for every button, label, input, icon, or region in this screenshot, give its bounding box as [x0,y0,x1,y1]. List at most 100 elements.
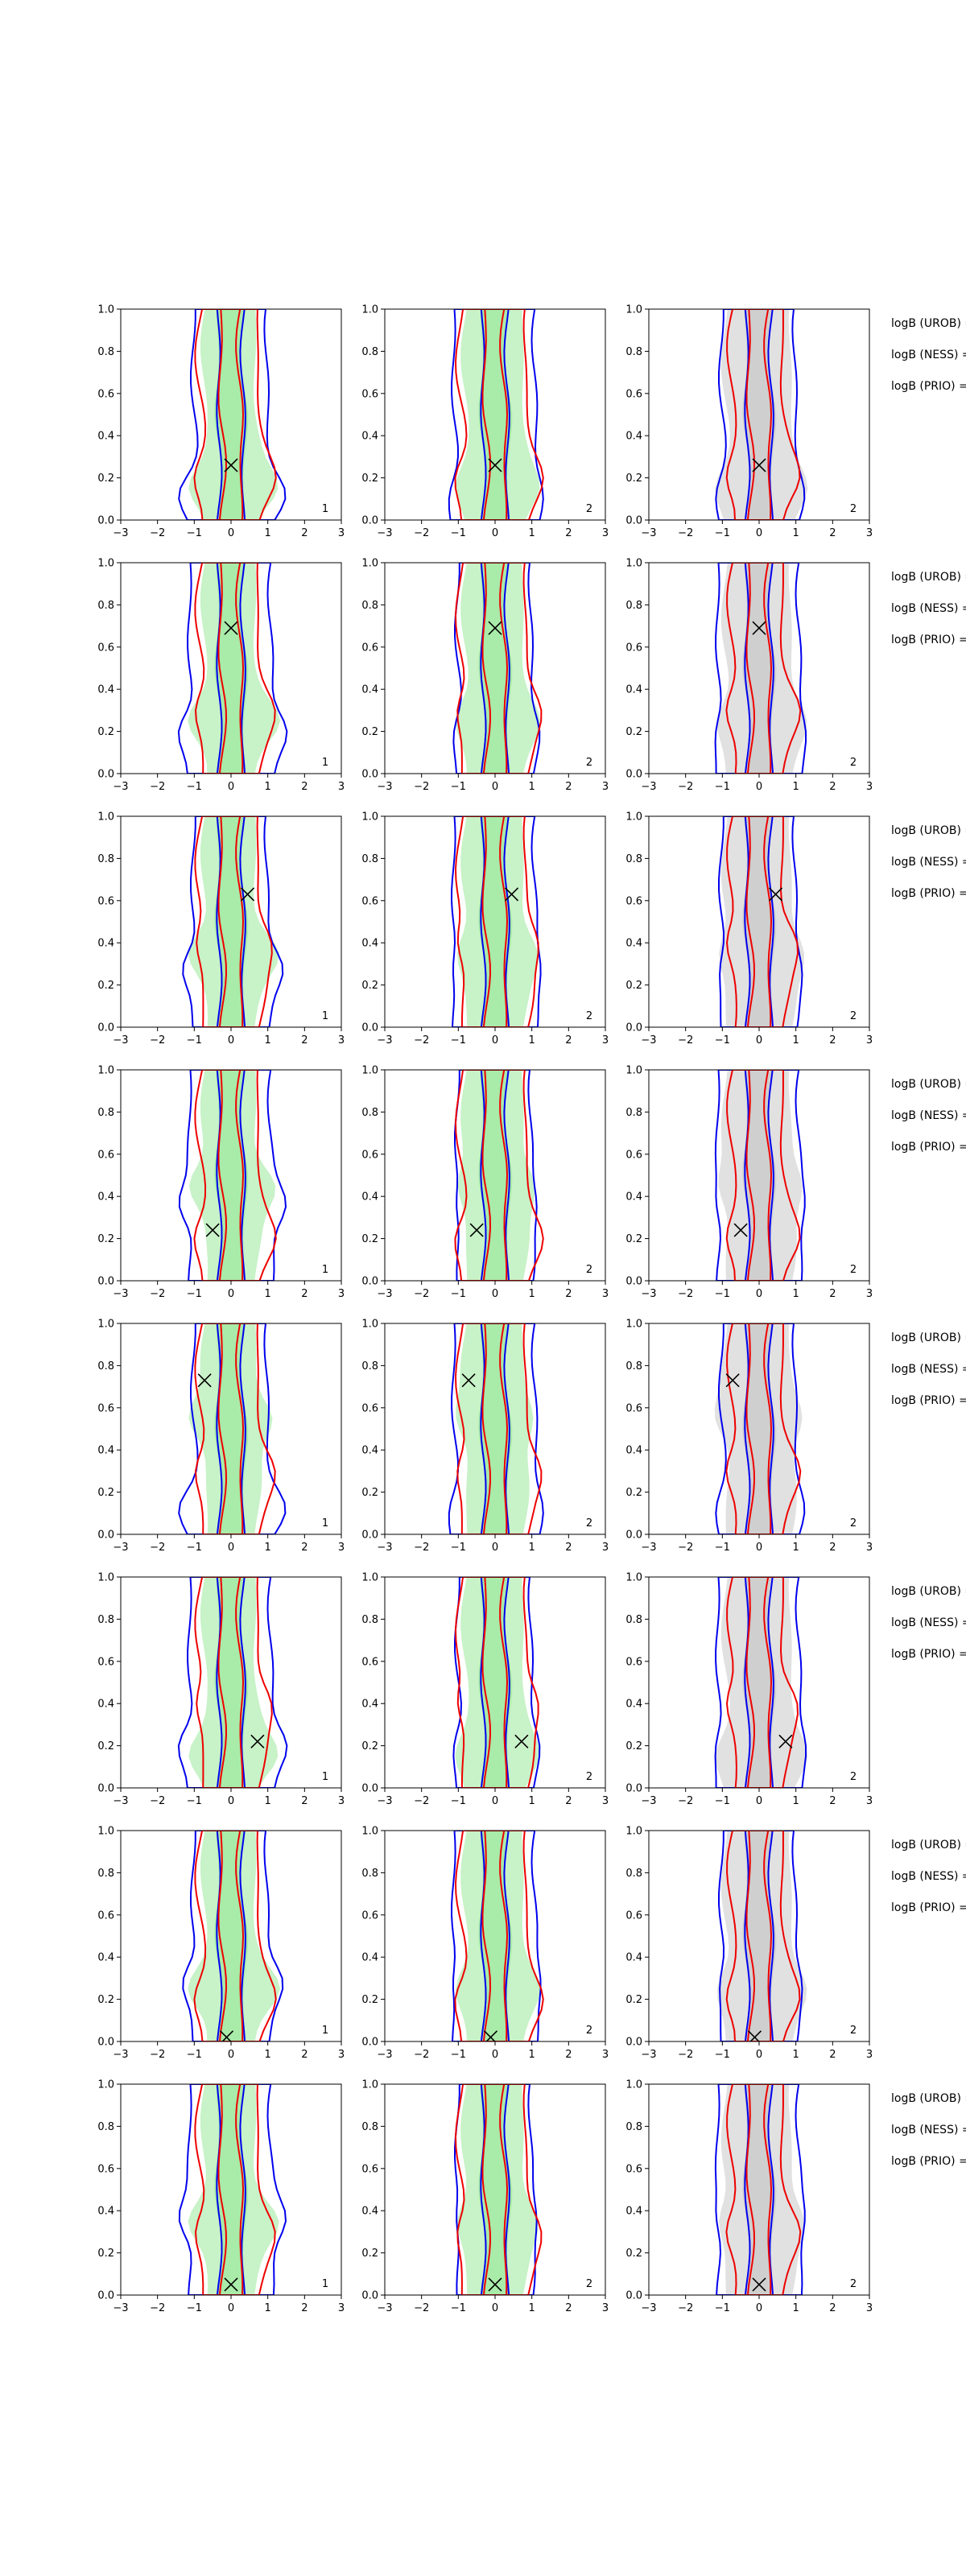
y-tick-label: 0.0 [97,769,114,781]
contour-blue-outer [714,563,807,774]
contour-blue-inner [744,1577,774,1788]
x-tick-label: 0 [228,2302,234,2314]
y-tick-label: 0.4 [97,684,114,696]
y-tick-label: 0.6 [97,2163,114,2175]
panel-id-label: 1 [322,1264,328,1276]
contour-red-outer [454,816,539,1027]
y-tick-label: 0.0 [97,1783,114,1795]
true-value-marker [224,621,238,635]
y-tick-label: 0.6 [361,895,378,907]
panel-id-label: 2 [586,503,592,515]
y-tick-label: 0.0 [361,769,378,781]
y-tick-label: 0.4 [625,1699,642,1711]
contour-blue-outer [452,1577,541,1788]
x-tick-label: −1 [451,527,466,539]
true-value-marker [488,458,502,473]
x-tick-label: 3 [866,2049,873,2061]
panel-r2-c1: −3 −2 −1 0 1 2 3 0.0 0.2 0.4 0.6 0.8 1.0 1 [97,558,345,794]
y-tick-label: 0.2 [97,726,114,738]
x-tick-label: 2 [565,1542,572,1554]
y-tick-label: 0.4 [97,431,114,443]
panel-id-label: 1 [322,1517,328,1530]
logb-row-label: logB (NESS) = [891,2124,966,2136]
y-tick-label: 0.0 [625,1276,642,1288]
x-tick-label: −3 [641,2302,656,2314]
y-tick-label: 0.2 [97,1740,114,1752]
y-tick-label: 1.0 [625,304,642,316]
true-value-marker [219,2030,234,2041]
y-tick-label: 0.6 [625,2163,642,2175]
x-tick-label: 0 [492,2049,498,2061]
x-tick-label: −2 [150,1034,165,1046]
x-tick-label: −3 [113,1288,128,1300]
contour-red-outer [194,816,273,1027]
y-tick-label: 0.4 [361,684,378,696]
x-tick-label: −3 [377,1034,392,1046]
logb-row-label: logB (NESS) = [891,1363,966,1376]
y-tick-label: 0.8 [361,1614,378,1626]
x-tick-label: −2 [678,527,693,539]
x-tick-label: −3 [377,1288,392,1300]
panel-id-label: 2 [850,1517,857,1530]
x-tick-label: −1 [451,1034,466,1046]
y-tick-label: 1.0 [97,1065,114,1077]
x-tick-label: 1 [265,1288,271,1300]
contour-blue-inner [216,1323,246,1534]
contour-red-inner [481,2084,509,2295]
logb-row-label: logB (NESS) = [891,1109,966,1122]
y-tick-label: 0.0 [361,515,378,527]
y-tick-label: 1.0 [361,1065,378,1077]
y-tick-label: 0.2 [97,1233,114,1245]
y-tick-label: 0.4 [361,1699,378,1711]
y-tick-label: 1.0 [97,2079,114,2091]
y-tick-label: 0.2 [361,726,378,738]
x-tick-label: 0 [492,1542,498,1554]
x-tick-label: −1 [451,2049,466,2061]
y-tick-label: 0.2 [625,1487,642,1499]
contour-red-inner [481,309,509,520]
panel-r5-c3: −3 −2 −1 0 1 2 30.00.20.40.60.81.02 [625,1319,873,1554]
contour-red-outer [193,309,277,520]
y-tick-label: 0.2 [625,1740,642,1752]
y-tick-label: 0.8 [361,1107,378,1119]
panel-r6-c2: −3 −2 −1 0 1 2 30.00.20.40.60.81.02 [361,1572,609,1808]
contour-red-outer [454,1323,543,1534]
x-tick-label: 0 [228,1288,234,1300]
logb-row-label: logB (PRIO) = [891,1394,966,1407]
panel-r8-c3: −3 −2 −1 0 1 2 30.00.20.40.60.81.02 [625,2079,873,2315]
y-tick-label: 0.6 [361,2163,378,2175]
true-value-marker [240,887,255,902]
x-tick-label: 1 [265,1542,271,1554]
x-tick-label: 1 [265,781,271,793]
contour-blue-inner [744,816,774,1027]
y-tick-label: 0.6 [361,642,378,654]
x-tick-label: 1 [529,1795,535,1807]
x-tick-label: 3 [866,527,873,539]
y-tick-label: 0.2 [361,1487,378,1499]
y-tick-label: 0.0 [97,1276,114,1288]
panel-id-label: 1 [322,1771,328,1783]
x-tick-label: 2 [829,2302,836,2314]
contour-red-inner [745,1831,773,2041]
y-tick-label: 0.0 [361,1530,378,1542]
panel-r5-c2: −3 −2 −1 0 1 2 30.00.20.40.60.81.02 [361,1319,609,1554]
y-tick-label: 0.8 [625,1360,642,1373]
y-tick-label: 0.0 [625,1530,642,1542]
y-tick-label: 0.6 [361,1909,378,1922]
y-tick-label: 0.6 [625,1149,642,1161]
true-value-marker [733,1223,748,1237]
panel-r4-c1: −3 −2 −1 0 1 2 3 0.0 0.2 0.4 0.6 0.8 1.0 1 [97,1065,345,1301]
contour-blue-outer [715,309,806,520]
x-tick-label: 0 [756,2302,762,2314]
y-tick-label: 0.6 [625,642,642,654]
x-tick-label: −3 [113,527,128,539]
x-tick-label: −1 [187,781,202,793]
x-tick-label: −1 [187,1288,202,1300]
x-tick-label: −2 [414,2049,429,2061]
y-tick-label: 0.2 [361,2248,378,2260]
x-tick-label: −2 [414,1034,429,1046]
panel-r5-c1: −3 −2 −1 0 1 2 3 0.0 0.2 0.4 0.6 0.8 1.0 1 [97,1319,345,1554]
y-tick-label: 0.6 [97,895,114,907]
panel-id-label: 1 [322,1010,328,1022]
y-tick-label: 0.6 [625,1909,642,1922]
